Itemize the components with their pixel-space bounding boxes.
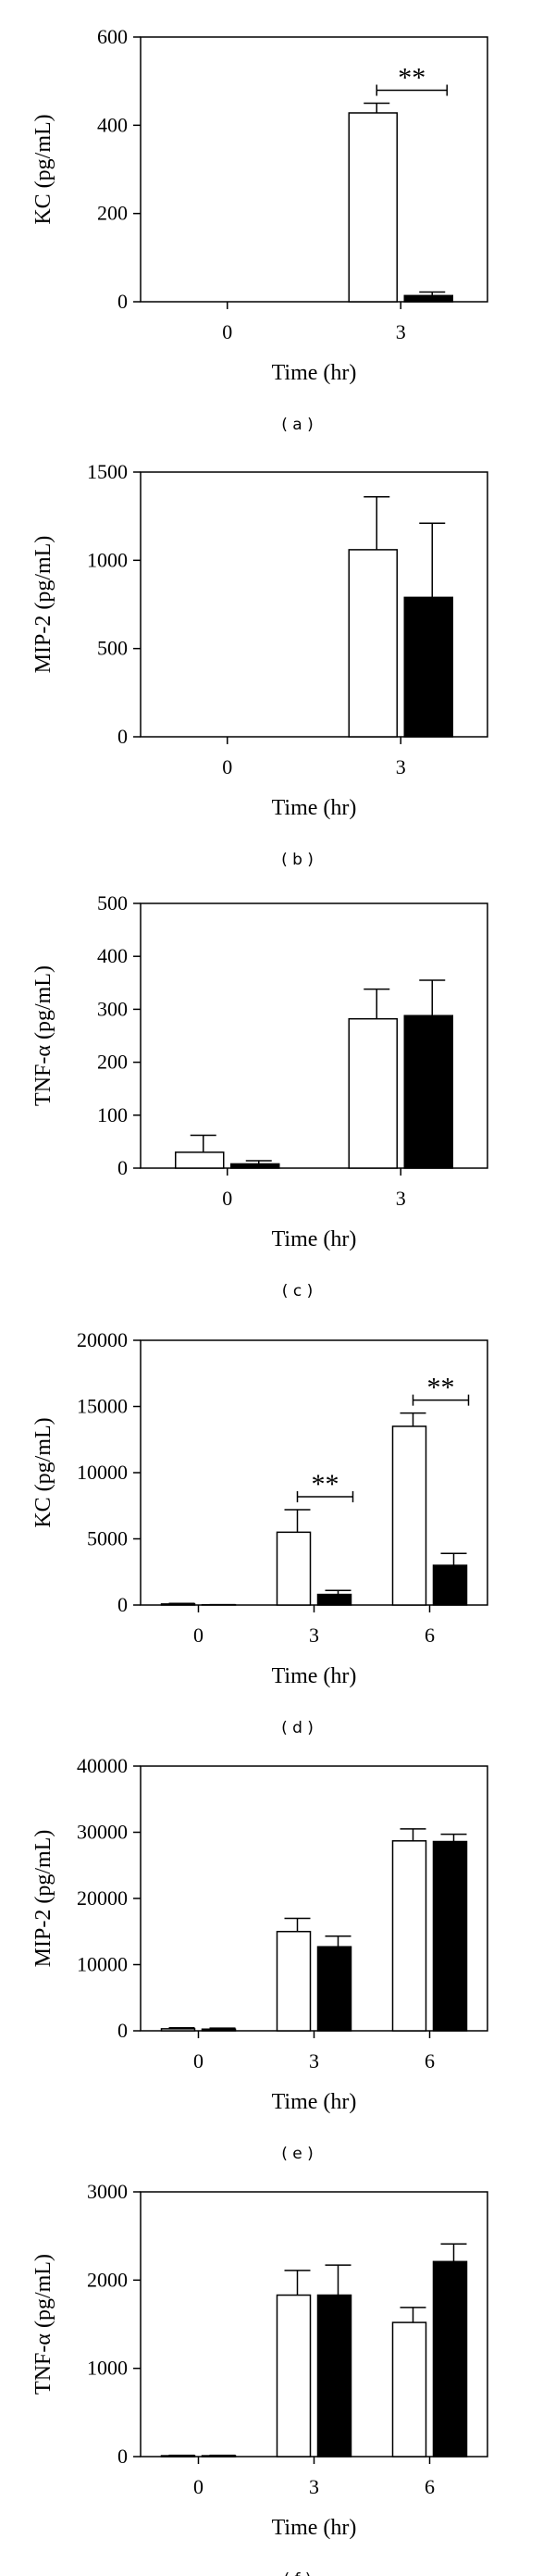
y-tick-label: 0: [117, 2019, 128, 2042]
y-tick-label: 0: [117, 1593, 128, 1616]
bar: [276, 1931, 312, 2032]
y-tick-label: 500: [97, 637, 128, 660]
y-axis-label: TNF-α (pg/mL): [31, 965, 56, 1106]
panel-label: ( a ): [281, 416, 314, 434]
x-tick-label: 3: [396, 755, 406, 778]
plot-frame: [140, 471, 488, 738]
chart-panel-2: 0 500 1000 1500 MIP-2 (pg/mL) 0 3 Time (hr) ( b …: [31, 460, 488, 869]
bar: [432, 1564, 468, 1606]
bar: [403, 596, 453, 738]
bar: [316, 2294, 352, 2458]
x-tick-label: 0: [222, 1187, 232, 1210]
significance-marker: **: [398, 63, 426, 93]
x-axis-label: Time (hr): [272, 1227, 357, 1251]
x-tick-label: 0: [193, 1624, 204, 1647]
y-tick-label: 3000: [87, 2180, 128, 2203]
chart-panel-4: 0 5000 10000 15000 20000 KC (pg/mL) 0 3 6 ** ** Tim…: [31, 1328, 488, 1737]
bar: [175, 1151, 225, 1169]
bar: [316, 1946, 352, 2032]
x-tick-label: 0: [222, 320, 232, 343]
bar: [348, 549, 398, 738]
x-tick-label: 3: [309, 1624, 319, 1647]
y-tick-label: 1000: [87, 2357, 128, 2380]
y-tick-label: 600: [97, 25, 128, 48]
y-axis-label: MIP-2 (pg/mL): [31, 1830, 56, 1968]
y-tick-label: 0: [117, 725, 128, 748]
y-tick-label: 40000: [77, 1754, 128, 1777]
bar: [230, 1163, 280, 1169]
x-axis-label: Time (hr): [272, 2516, 357, 2540]
chart-panel-5: 0 10000 20000 30000 40000 MIP-2 (pg/mL) 0 3 6 Tim…: [31, 1754, 488, 2163]
x-tick-label: 6: [425, 1624, 435, 1647]
y-axis-label: MIP-2 (pg/mL): [31, 536, 56, 674]
y-tick-label: 0: [117, 290, 128, 313]
chart-panel-3: 0 100 200 300 400 500 TNF-α (pg/mL) 0 3 Time (hr)…: [31, 891, 488, 1300]
bar: [391, 1840, 427, 2032]
plot-frame: [140, 902, 488, 1169]
panel-label: ( b ): [281, 851, 314, 869]
bar: [316, 1593, 352, 1606]
bar: [391, 1425, 427, 1606]
bar: [432, 2260, 468, 2458]
y-tick-label: 1000: [87, 548, 128, 571]
significance-marker: **: [427, 1373, 455, 1403]
y-tick-label: 0: [117, 2445, 128, 2468]
y-tick-label: 400: [97, 944, 128, 967]
y-tick-label: 300: [97, 997, 128, 1020]
y-tick-label: 1500: [87, 460, 128, 483]
x-tick-label: 0: [222, 755, 232, 778]
bar: [348, 112, 398, 303]
y-tick-label: 400: [97, 113, 128, 136]
x-tick-label: 3: [396, 1187, 406, 1210]
panel-label: ( f ): [283, 2570, 311, 2576]
bar: [276, 2294, 312, 2458]
x-tick-label: 0: [193, 2475, 204, 2498]
y-tick-label: 0: [117, 1156, 128, 1179]
y-tick-label: 10000: [77, 1461, 128, 1484]
x-tick-label: 0: [193, 2049, 204, 2072]
x-tick-label: 3: [309, 2049, 319, 2072]
x-tick-label: 3: [309, 2475, 319, 2498]
bar: [276, 1531, 312, 1606]
y-tick-label: 500: [97, 891, 128, 915]
y-tick-label: 200: [97, 202, 128, 225]
y-tick-label: 2000: [87, 2268, 128, 2291]
y-tick-label: 15000: [77, 1395, 128, 1418]
y-axis-label: TNF-α (pg/mL): [31, 2254, 56, 2395]
y-tick-label: 200: [97, 1051, 128, 1074]
y-tick-label: 20000: [77, 1328, 128, 1351]
y-tick-label: 100: [97, 1103, 128, 1126]
y-tick-label: 30000: [77, 1821, 128, 1844]
x-axis-label: Time (hr): [272, 1664, 357, 1688]
bar: [201, 2028, 237, 2032]
x-axis-label: Time (hr): [272, 361, 357, 385]
y-tick-label: 20000: [77, 1886, 128, 1910]
x-axis-label: Time (hr): [272, 2090, 357, 2114]
panel-label: ( c ): [282, 1282, 313, 1300]
y-tick-label: 10000: [77, 1953, 128, 1976]
bar: [348, 1017, 398, 1169]
chart-panel-6: 0 1000 2000 3000 TNF-α (pg/mL) 0 3 6 Time (hr) ( …: [31, 2180, 488, 2576]
y-axis-label: KC (pg/mL): [31, 114, 56, 224]
x-tick-label: 6: [425, 2475, 435, 2498]
bar: [403, 294, 453, 303]
panel-label: ( d ): [281, 1719, 314, 1737]
x-tick-label: 6: [425, 2049, 435, 2072]
bar: [160, 2028, 196, 2032]
chart-panel-1: 0 200 400 600 KC (pg/mL) 0 3 ** Time (hr) ( a ): [31, 25, 488, 434]
significance-marker: **: [312, 1469, 339, 1500]
y-tick-label: 5000: [87, 1527, 128, 1550]
x-tick-label: 3: [396, 320, 406, 343]
y-axis-label: KC (pg/mL): [31, 1417, 56, 1527]
bar: [432, 1840, 468, 2032]
panel-label: ( e ): [281, 2145, 314, 2163]
x-axis-label: Time (hr): [272, 796, 357, 820]
plot-frame: [140, 36, 488, 303]
bar: [391, 2321, 427, 2458]
bar: [403, 1014, 453, 1169]
